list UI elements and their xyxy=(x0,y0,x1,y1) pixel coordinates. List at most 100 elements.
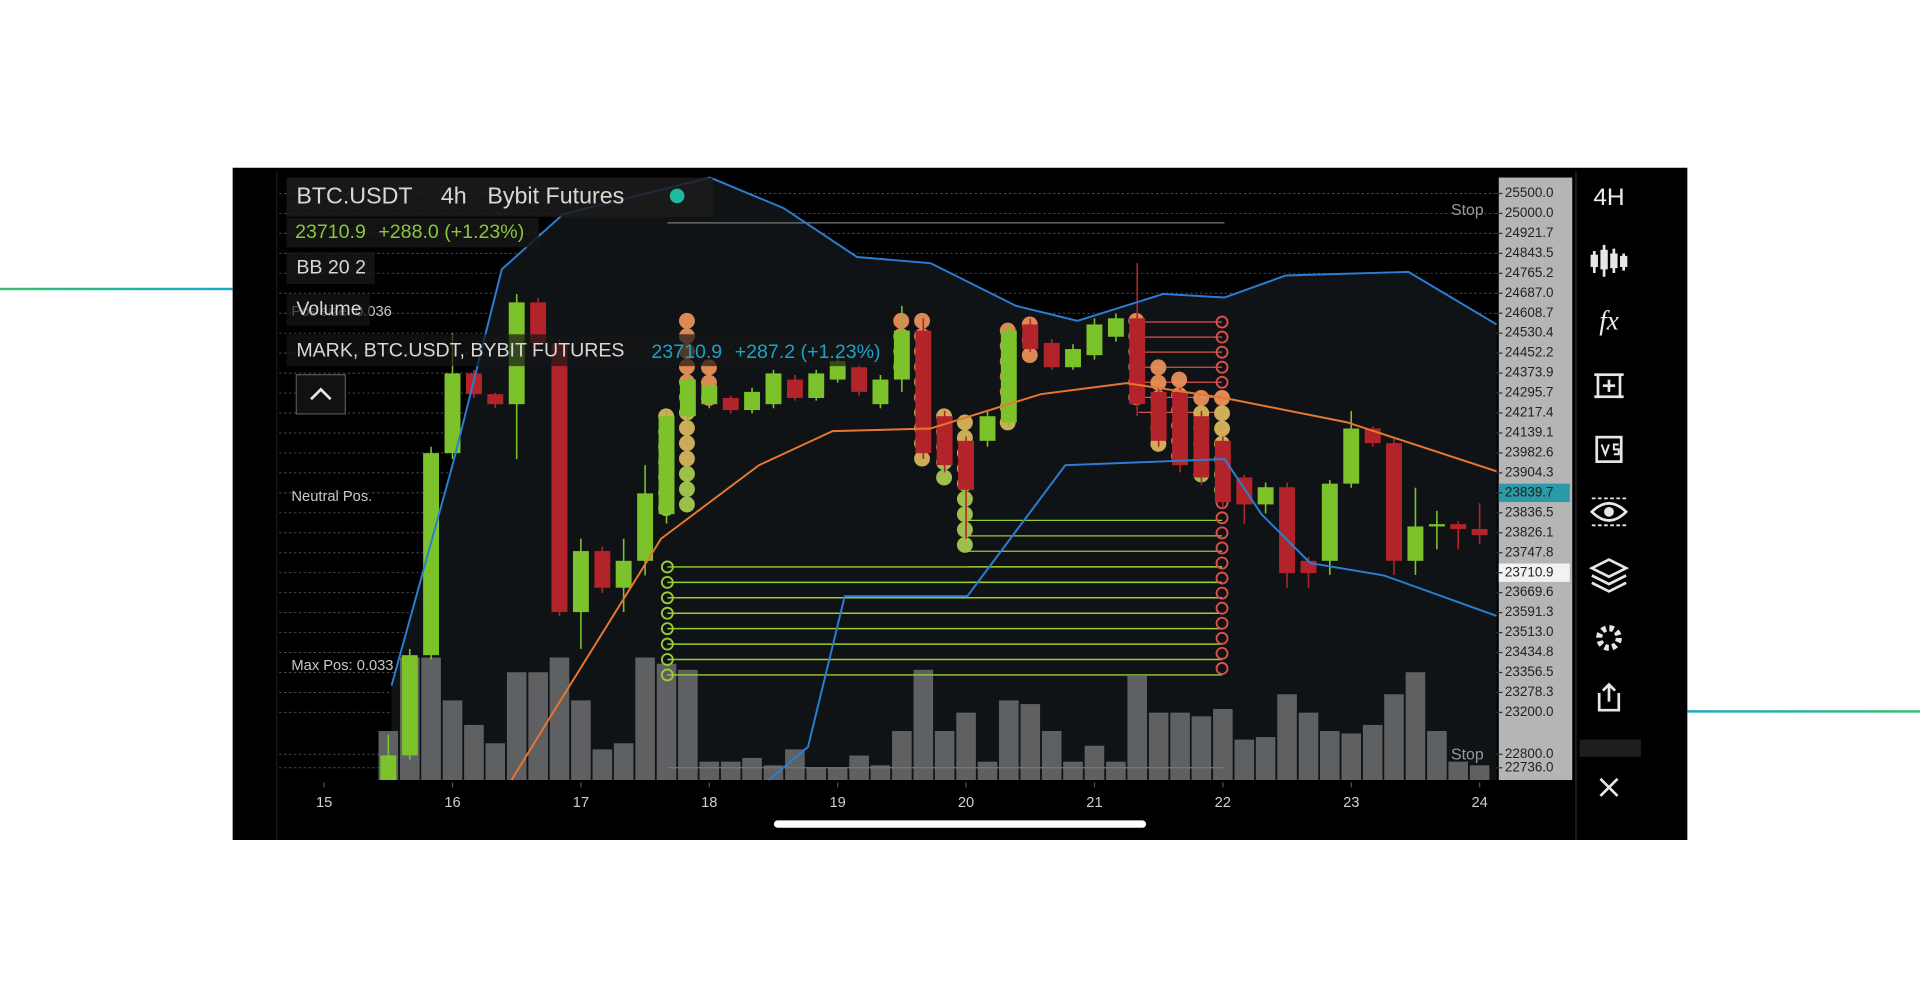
mark-legend: MARK, BTC.USDT, BYBIT FUTURES xyxy=(296,340,624,362)
plot-area: 15 16 17 18 19 20 21 22 23 24 xyxy=(279,176,1498,811)
volume-bar xyxy=(656,663,677,780)
order-marker xyxy=(1215,541,1229,555)
volume-bar xyxy=(506,672,527,780)
order-marker xyxy=(1215,571,1229,585)
volume-bar xyxy=(699,761,720,780)
drawing-button[interactable] xyxy=(1594,373,1624,399)
volume-bar xyxy=(1127,675,1148,780)
price-level-label: 23669.6 xyxy=(1505,584,1554,599)
volume-bar xyxy=(1320,731,1340,780)
candle-body xyxy=(1279,487,1296,574)
candle-body xyxy=(1172,391,1189,466)
timeframe-button[interactable]: 4H xyxy=(1593,184,1624,211)
volume-bar xyxy=(464,724,484,780)
volume-bar xyxy=(1106,761,1126,780)
x-tick-label: 21 xyxy=(1086,795,1102,811)
candle-body xyxy=(851,367,868,392)
order-cluster xyxy=(956,491,973,507)
candle-body xyxy=(722,398,739,411)
chart-type-button[interactable] xyxy=(1590,244,1628,277)
candle-body xyxy=(915,330,932,454)
volume-bar xyxy=(571,700,591,780)
legend-box xyxy=(286,334,887,367)
exchange: Bybit Futures xyxy=(487,182,624,208)
share-button[interactable] xyxy=(1597,682,1621,712)
volume-bar xyxy=(1063,761,1083,780)
price-level-label: 23434.8 xyxy=(1505,644,1554,659)
x-tick-label: 16 xyxy=(444,795,460,811)
candle-body xyxy=(1107,318,1124,337)
mark-change: +287.2 (+1.23%) xyxy=(735,341,881,363)
volume-bar xyxy=(678,669,698,780)
x-tick-label: 15 xyxy=(316,795,332,811)
volume-bar xyxy=(1469,765,1490,780)
visibility-button[interactable] xyxy=(1589,497,1629,527)
price-level-label: 24921.7 xyxy=(1505,225,1554,240)
volume-bar xyxy=(528,672,548,780)
candle-body xyxy=(958,440,975,490)
volume-bar xyxy=(999,700,1019,780)
candle-body xyxy=(1086,324,1103,356)
accent-line xyxy=(1687,710,1920,713)
candle-body xyxy=(1043,342,1060,368)
order-cluster xyxy=(956,521,973,538)
mark-price: 23710.9 xyxy=(651,341,722,363)
indicators-button[interactable]: fx xyxy=(1599,305,1618,335)
price-level-label: 23904.3 xyxy=(1505,464,1554,479)
volume-bar xyxy=(1041,731,1062,780)
candle-body xyxy=(444,373,461,454)
volume-bar xyxy=(1084,745,1105,780)
order-marker xyxy=(660,637,674,651)
candle-body xyxy=(551,342,568,613)
neutral-pos: Neutral Pos. xyxy=(291,489,372,505)
candle-body xyxy=(701,385,718,405)
order-cluster xyxy=(678,496,695,513)
candle-body xyxy=(936,416,953,466)
candle-body xyxy=(893,330,910,380)
volume-bar xyxy=(827,767,848,780)
volume-bar xyxy=(742,757,762,780)
volume-bar xyxy=(956,712,976,780)
band-line xyxy=(768,458,1497,781)
volume-bar xyxy=(785,749,805,780)
candle-body xyxy=(1150,391,1167,441)
order-marker xyxy=(1215,511,1229,525)
price-level-label: 23513.0 xyxy=(1505,624,1554,639)
settings-button[interactable] xyxy=(1596,625,1622,651)
candle-body xyxy=(1000,330,1017,423)
price-level-label: 24452.2 xyxy=(1505,345,1554,360)
legend-box xyxy=(286,252,375,285)
price-level-label: 23747.8 xyxy=(1505,544,1554,559)
candle-body xyxy=(487,394,504,405)
price-level-label: 24217.4 xyxy=(1505,405,1554,420)
close-button[interactable] xyxy=(1599,777,1619,797)
order-cluster xyxy=(914,450,930,467)
order-cluster xyxy=(678,450,695,467)
order-marker xyxy=(1215,631,1229,645)
volume-bar xyxy=(913,669,934,780)
volume-bar xyxy=(1384,694,1404,780)
price-axis xyxy=(1498,177,1573,780)
volume-bar xyxy=(1020,704,1041,780)
layers-button[interactable] xyxy=(1588,558,1630,593)
symbol: BTC.USDT xyxy=(296,182,412,208)
stop-label: Stop xyxy=(1451,747,1484,764)
order-cluster xyxy=(678,481,695,498)
compare-button[interactable] xyxy=(1595,435,1623,463)
price-level-label: 23836.5 xyxy=(1505,504,1554,519)
order-marker xyxy=(1215,586,1229,600)
order-marker xyxy=(1215,345,1229,359)
x-tick-label: 19 xyxy=(830,795,846,811)
order-marker xyxy=(660,668,674,682)
price-level-label: 23839.7 xyxy=(1505,484,1554,499)
candle-body xyxy=(637,493,654,561)
candle-body xyxy=(765,373,782,405)
price-level-label: 23278.3 xyxy=(1505,684,1554,699)
collapse-button[interactable] xyxy=(295,374,346,415)
x-tick-label: 17 xyxy=(573,795,589,811)
candle-body xyxy=(679,379,696,417)
candle-body xyxy=(786,379,803,399)
order-cluster xyxy=(1171,371,1188,388)
interval: 4h xyxy=(441,182,467,208)
